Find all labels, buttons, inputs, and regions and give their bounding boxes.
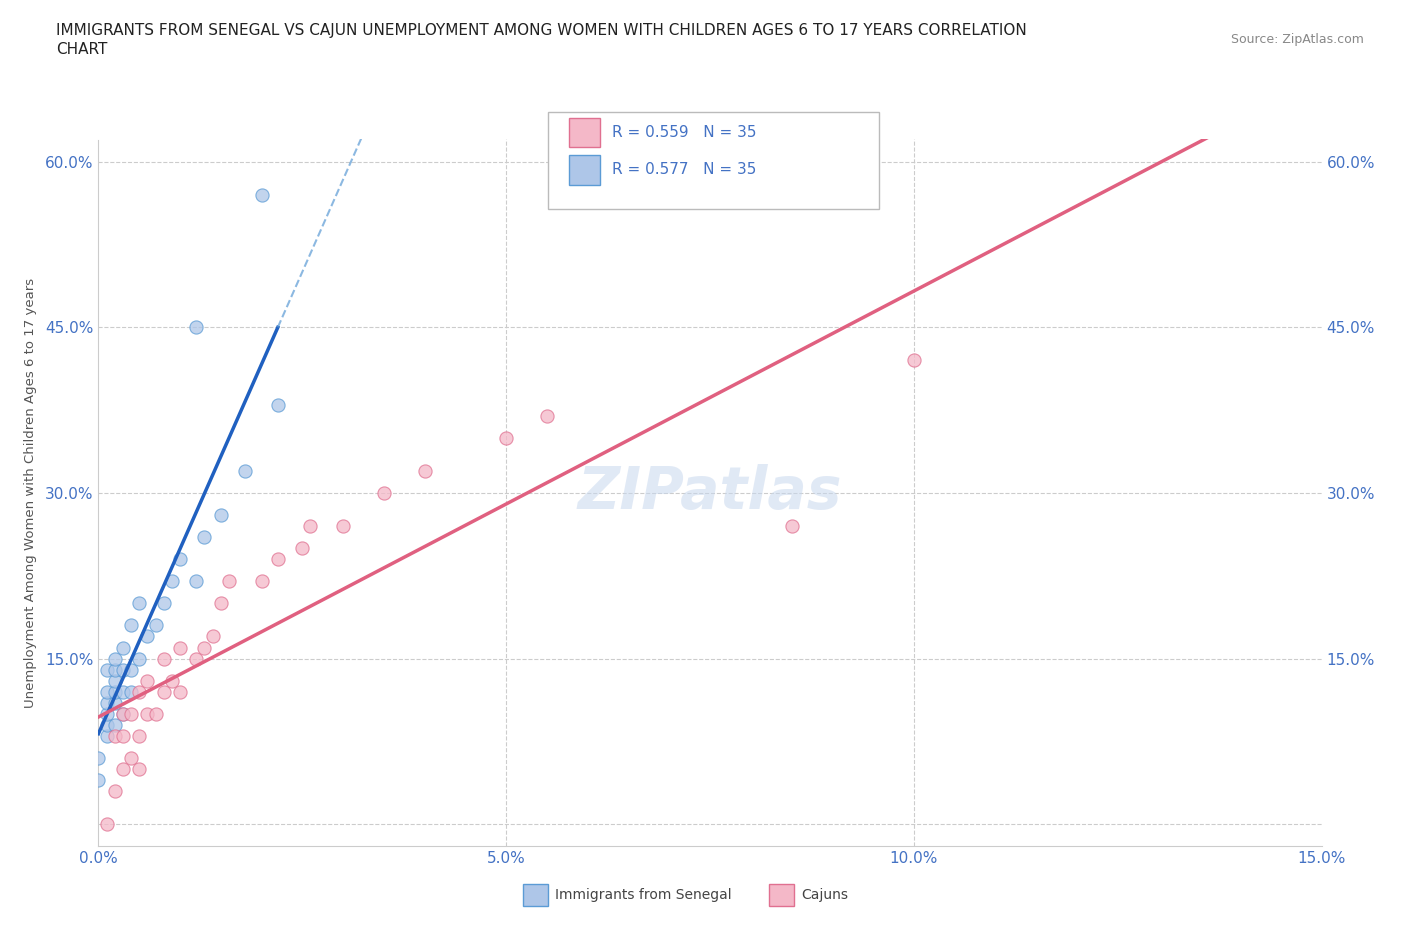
Point xyxy=(136,707,159,722)
Point xyxy=(299,519,322,534)
Point xyxy=(152,596,174,611)
Text: IMMIGRANTS FROM SENEGAL VS CAJUN UNEMPLOYMENT AMONG WOMEN WITH CHILDREN AGES 6 T: IMMIGRANTS FROM SENEGAL VS CAJUN UNEMPLO… xyxy=(56,23,1026,38)
Text: Immigrants from Senegal: Immigrants from Senegal xyxy=(555,887,733,902)
Point xyxy=(152,684,174,699)
Point xyxy=(136,673,159,688)
Point xyxy=(332,519,354,534)
Point xyxy=(120,618,142,633)
Text: Cajuns: Cajuns xyxy=(801,887,848,902)
Y-axis label: Unemployment Among Women with Children Ages 6 to 17 years: Unemployment Among Women with Children A… xyxy=(24,278,37,708)
Point xyxy=(120,707,142,722)
Point xyxy=(209,596,232,611)
Point xyxy=(128,728,150,743)
Point xyxy=(96,717,118,732)
Point xyxy=(145,707,167,722)
Point xyxy=(111,707,134,722)
Point xyxy=(104,651,127,666)
Point xyxy=(120,684,142,699)
Point xyxy=(160,673,183,688)
Point xyxy=(96,696,118,711)
Point xyxy=(169,551,191,566)
Point xyxy=(201,629,224,644)
Text: Source: ZipAtlas.com: Source: ZipAtlas.com xyxy=(1230,33,1364,46)
Point xyxy=(128,762,150,777)
Point xyxy=(780,519,803,534)
Point xyxy=(111,707,134,722)
Point xyxy=(267,397,290,412)
Point xyxy=(193,530,215,545)
Point xyxy=(291,540,314,555)
Point xyxy=(250,187,273,202)
Point xyxy=(267,551,290,566)
Point xyxy=(495,431,517,445)
Point xyxy=(233,463,256,478)
Point xyxy=(96,662,118,677)
Text: R = 0.577   N = 35: R = 0.577 N = 35 xyxy=(612,162,756,178)
Point xyxy=(111,640,134,655)
Point xyxy=(104,717,127,732)
Text: CHART: CHART xyxy=(56,42,108,57)
Point xyxy=(536,408,558,423)
Point xyxy=(87,751,110,765)
Point xyxy=(104,728,127,743)
Text: ZIPatlas: ZIPatlas xyxy=(578,464,842,522)
Point xyxy=(128,596,150,611)
Point xyxy=(96,817,118,831)
Point xyxy=(169,640,191,655)
Point xyxy=(152,651,174,666)
Point xyxy=(413,463,436,478)
Point xyxy=(193,640,215,655)
Text: R = 0.559   N = 35: R = 0.559 N = 35 xyxy=(612,125,756,140)
Point xyxy=(218,574,240,589)
Point xyxy=(903,353,925,368)
Point xyxy=(104,696,127,711)
Point xyxy=(250,574,273,589)
Point xyxy=(111,662,134,677)
Point xyxy=(186,651,208,666)
Point xyxy=(104,684,127,699)
Point xyxy=(128,684,150,699)
Point xyxy=(96,707,118,722)
Point xyxy=(96,728,118,743)
Point xyxy=(111,762,134,777)
Point xyxy=(186,320,208,335)
Point xyxy=(87,773,110,788)
Point xyxy=(104,784,127,799)
Point xyxy=(186,574,208,589)
Point xyxy=(111,684,134,699)
Point xyxy=(169,684,191,699)
Point xyxy=(136,629,159,644)
Point xyxy=(104,673,127,688)
Point xyxy=(120,662,142,677)
Point xyxy=(373,485,395,500)
Point xyxy=(160,574,183,589)
Point xyxy=(145,618,167,633)
Point xyxy=(104,662,127,677)
Point xyxy=(111,728,134,743)
Point xyxy=(128,651,150,666)
Point xyxy=(120,751,142,765)
Point xyxy=(209,508,232,523)
Point xyxy=(96,684,118,699)
